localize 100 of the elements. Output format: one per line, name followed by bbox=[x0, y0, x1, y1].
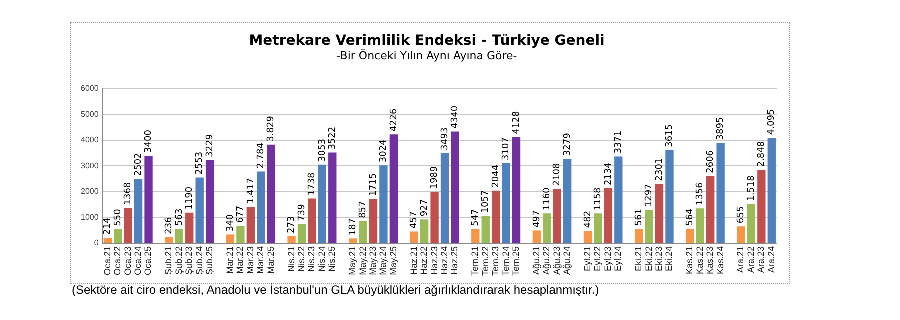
bar bbox=[236, 226, 245, 243]
x-tick-label: Tem.21 bbox=[470, 246, 480, 276]
data-label: 2553 bbox=[195, 152, 206, 175]
x-tick-label: May.22 bbox=[358, 246, 368, 276]
x-tick-label: Oca.25 bbox=[143, 246, 154, 276]
bar bbox=[594, 214, 602, 243]
chart-title: Metrekare Verimlilik Endeksi - Türkiye Geneli bbox=[249, 33, 605, 50]
bar bbox=[502, 163, 510, 243]
data-label: 1057 bbox=[481, 190, 492, 214]
data-label: 563 bbox=[174, 208, 185, 226]
x-tick-label: Haz.25 bbox=[450, 246, 460, 276]
bar bbox=[543, 214, 552, 243]
bar bbox=[747, 204, 756, 243]
x-tick-label: Eki.24 bbox=[664, 246, 674, 272]
data-label: 1715 bbox=[368, 173, 379, 196]
x-tick-label: Haz.23 bbox=[429, 246, 440, 276]
bar bbox=[492, 190, 500, 243]
y-tick-label: 1000 bbox=[81, 212, 100, 222]
bar bbox=[308, 198, 316, 243]
bar bbox=[655, 184, 664, 243]
x-tick-label: Eki.22 bbox=[644, 246, 654, 272]
x-tick-label: Nis.21 bbox=[286, 246, 296, 272]
data-label: 1297 bbox=[644, 184, 655, 208]
bar bbox=[380, 166, 388, 243]
data-label: 4226 bbox=[389, 108, 400, 132]
chart-subtitle: -Bir Önceki Yılın Aynı Ayına Göre- bbox=[336, 48, 518, 62]
data-label: 4340 bbox=[450, 106, 461, 129]
y-tick-label: 0 bbox=[94, 238, 100, 248]
y-tick-label: 5000 bbox=[81, 110, 100, 119]
x-tick-label: Mar.23 bbox=[245, 246, 256, 274]
bar bbox=[614, 156, 623, 243]
data-label: 3053 bbox=[318, 138, 328, 162]
data-label: 739 bbox=[297, 204, 308, 222]
data-label: 2108 bbox=[552, 163, 563, 186]
data-label: 3522 bbox=[328, 126, 338, 150]
y-tick-label: 4000 bbox=[81, 136, 100, 145]
data-label: 547 bbox=[470, 209, 481, 226]
data-label: 2606 bbox=[706, 150, 716, 174]
bar bbox=[257, 172, 266, 243]
data-label: 2301 bbox=[654, 158, 665, 182]
data-label: 3279 bbox=[562, 132, 573, 156]
data-label: 1190 bbox=[184, 186, 195, 210]
data-label: 3107 bbox=[502, 138, 512, 160]
y-tick-label: 3000 bbox=[81, 161, 100, 170]
data-label: 273 bbox=[287, 216, 298, 234]
x-tick-label: Mar.21 bbox=[224, 246, 235, 274]
x-tick-label: Tem.22 bbox=[480, 246, 490, 276]
bar bbox=[666, 150, 674, 243]
x-tick-label: Tem.24 bbox=[500, 246, 511, 276]
x-tick-label: Ağu.21 bbox=[531, 246, 542, 276]
x-tick-label: Eki.21 bbox=[634, 246, 644, 272]
bar bbox=[512, 137, 521, 243]
x-tick-label: Eyl.22 bbox=[592, 246, 603, 272]
bar bbox=[114, 229, 122, 243]
data-label: 857 bbox=[358, 201, 369, 218]
x-tick-label: Ara.21 bbox=[736, 246, 746, 274]
x-tick-label: Oca.22 bbox=[112, 246, 123, 276]
data-label: 482 bbox=[583, 210, 594, 228]
data-label: 3229 bbox=[205, 134, 216, 158]
data-label: 187 bbox=[348, 218, 358, 236]
x-tick-label: Nis.25 bbox=[327, 246, 338, 272]
x-tick-label: Kas.21 bbox=[684, 246, 695, 275]
bar bbox=[532, 230, 542, 243]
x-tick-label: Şub.21 bbox=[164, 246, 174, 276]
data-label: 561 bbox=[634, 208, 644, 226]
bar bbox=[716, 143, 725, 243]
bar bbox=[645, 210, 654, 243]
bar bbox=[472, 229, 480, 243]
x-tick-label: Eyl.21 bbox=[582, 246, 593, 272]
data-label: 1160 bbox=[542, 187, 552, 211]
bar bbox=[768, 138, 776, 243]
data-label: 2502 bbox=[134, 153, 144, 176]
bar bbox=[420, 220, 429, 243]
x-tick-label: Kas.23 bbox=[705, 246, 716, 275]
x-tick-label: Şub.22 bbox=[174, 246, 184, 276]
bar bbox=[288, 236, 296, 243]
x-tick-label: Haz.22 bbox=[419, 246, 430, 276]
x-tick-label: Eyl.23 bbox=[602, 246, 613, 272]
bar bbox=[144, 156, 153, 243]
x-tick-label: Şub.23 bbox=[184, 246, 194, 276]
bar bbox=[206, 160, 214, 243]
data-label: 4.095 bbox=[767, 109, 778, 136]
bar bbox=[348, 238, 358, 243]
x-tick-label: Şub.24 bbox=[194, 246, 204, 276]
data-label: 3615 bbox=[665, 124, 676, 148]
data-label: 2134 bbox=[604, 162, 614, 186]
data-label: 2044 bbox=[491, 164, 502, 188]
bar bbox=[696, 208, 704, 243]
x-tick-label: Ara.24 bbox=[766, 246, 776, 274]
data-label: 3400 bbox=[144, 130, 154, 153]
data-label: 2.784 bbox=[256, 142, 266, 169]
bar bbox=[124, 208, 132, 243]
x-tick-label: May.21 bbox=[348, 246, 358, 276]
data-label: 927 bbox=[420, 199, 430, 217]
bar bbox=[758, 170, 766, 243]
bar bbox=[564, 159, 572, 243]
data-label: 655 bbox=[736, 206, 747, 224]
x-tick-label: Eki.23 bbox=[654, 246, 664, 272]
data-label: 1738 bbox=[308, 172, 318, 196]
bar bbox=[430, 192, 439, 243]
